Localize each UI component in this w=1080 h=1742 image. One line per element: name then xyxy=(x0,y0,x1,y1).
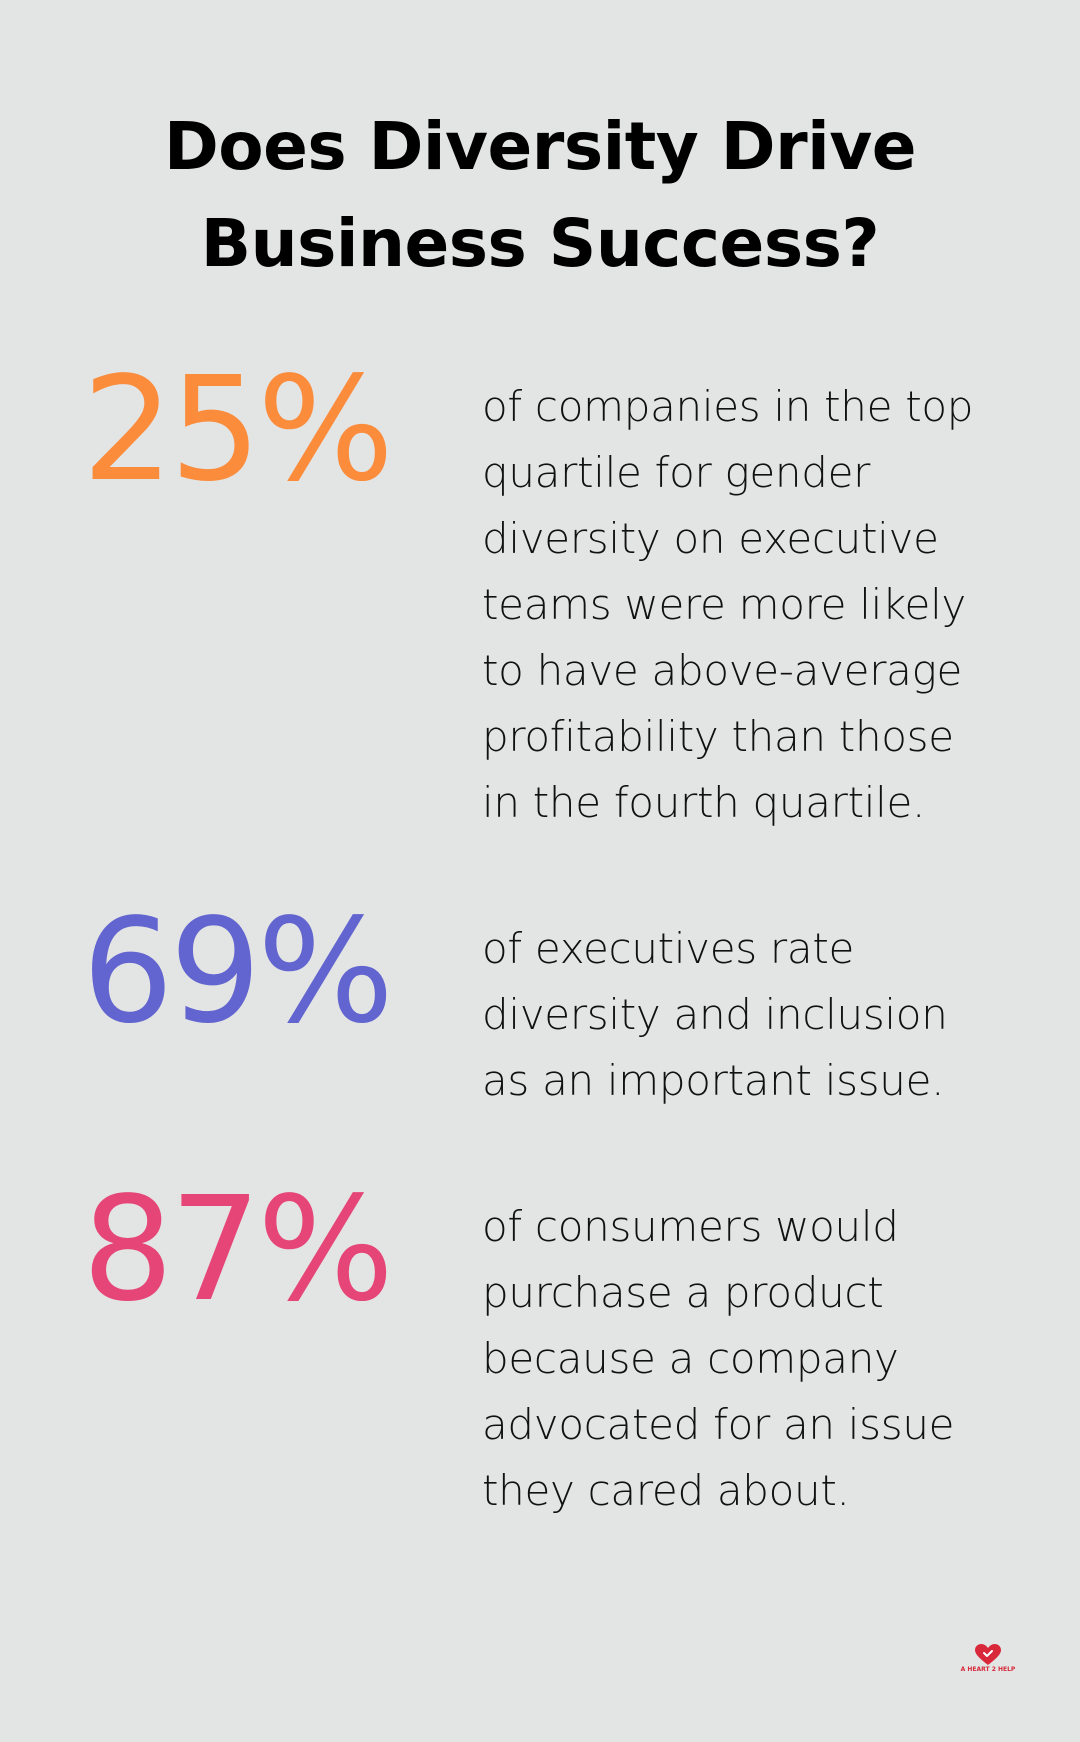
stat-description: of companies in the top quartile for gen… xyxy=(482,382,974,827)
stat-description: of consumers would purchase a product be… xyxy=(482,1202,955,1515)
stat-value: 87% xyxy=(82,1165,394,1333)
stat-value: 25% xyxy=(82,345,394,513)
brand-logo: A HEART 2 HELP xyxy=(960,1644,1016,1678)
stat-description: of executives rate diversity and inclusi… xyxy=(482,924,948,1105)
logo-text: A HEART 2 HELP xyxy=(960,1666,1016,1673)
heart-icon xyxy=(975,1644,1001,1665)
title-line-2: Business Success? xyxy=(200,205,880,282)
title-line-1: Does Diversity Drive xyxy=(163,108,917,185)
page-title: Does Diversity Drive Business Success? xyxy=(0,98,1080,292)
stat-value: 69% xyxy=(82,887,394,1055)
